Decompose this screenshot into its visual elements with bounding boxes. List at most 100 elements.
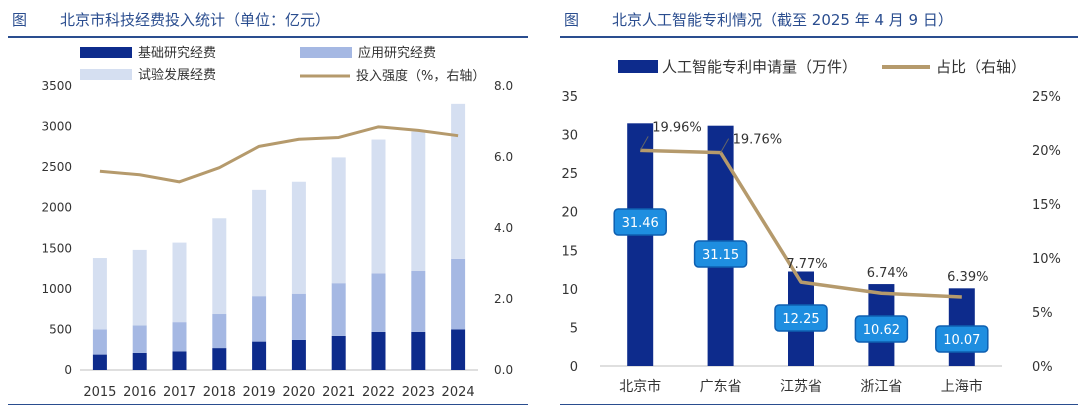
x-tick-label-上海市: 上海市 bbox=[941, 378, 983, 395]
right-title-bar: 图 北京人工智能专利情况（截至 2025 年 4 月 9 日） bbox=[552, 4, 953, 34]
y-left-tick-label: 20 bbox=[561, 206, 578, 221]
right-chart-title: 北京人工智能专利情况（截至 2025 年 4 月 9 日） bbox=[612, 10, 953, 29]
y-left-tick-label: 15 bbox=[561, 244, 578, 259]
left-title-bar: 图 北京市科技经费投入统计（单位：亿元） bbox=[0, 4, 330, 34]
y-left-tick-label: 5 bbox=[570, 321, 578, 336]
bar-2021-series-1 bbox=[331, 283, 346, 336]
bar-2015-series-0 bbox=[92, 354, 107, 370]
bar-2017-series-2 bbox=[172, 242, 187, 323]
y-left-tick-label: 25 bbox=[561, 167, 578, 182]
ai-patent-chart: 人工智能专利申请量（万件） 占比（右轴） 0 5 10 15 20 25 30 35 0% 5% 10%… bbox=[561, 58, 1061, 395]
right-figure-label: 图 bbox=[564, 10, 580, 29]
x-tick-label-江苏省: 江苏省 bbox=[780, 379, 822, 395]
legend-label-patents: 人工智能专利申请量（万件） bbox=[662, 58, 857, 76]
x-tick-label-北京市: 北京市 bbox=[619, 378, 661, 395]
y-right-tick-label: 15% bbox=[1032, 198, 1061, 213]
bar-2022-series-1 bbox=[371, 273, 386, 332]
y-right-tick-label: 4.0 bbox=[494, 221, 513, 235]
share-label-0: 19.96% bbox=[652, 120, 702, 135]
y-right-tick-label: 25% bbox=[1032, 90, 1061, 105]
y-left-tick-label: 1000 bbox=[41, 282, 72, 296]
left-chart-title: 北京市科技经费投入统计（单位：亿元） bbox=[60, 10, 331, 29]
share-leader-1 bbox=[720, 138, 730, 153]
bar-2016-series-2 bbox=[132, 249, 147, 326]
right-panel: 图 北京人工智能专利情况（截至 2025 年 4 月 9 日） 人工智能专利申请… bbox=[552, 0, 1080, 410]
bar-2023-series-1 bbox=[411, 271, 426, 332]
y-left-tick-label: 2000 bbox=[41, 201, 72, 215]
legend-label-0: 基础研究经费 bbox=[138, 46, 216, 61]
bar-2019-series-0 bbox=[252, 341, 267, 370]
legend-swatch-patents bbox=[618, 60, 658, 73]
legend-swatch-0 bbox=[80, 47, 132, 58]
y-right-tick-label: 2.0 bbox=[494, 292, 513, 306]
bar-2020-series-2 bbox=[291, 181, 306, 294]
bar-value-label-0: 31.46 bbox=[622, 216, 659, 231]
bar-value-box-3 bbox=[854, 315, 909, 343]
y-left-tick-label: 0 bbox=[64, 363, 72, 377]
bar-2016-series-0 bbox=[132, 352, 147, 370]
x-tick-label-浙江省: 浙江省 bbox=[860, 379, 902, 395]
y-left-tick-label: 1500 bbox=[41, 241, 72, 255]
left-figure-label: 图 bbox=[12, 10, 28, 29]
bar-2021-series-2 bbox=[331, 157, 346, 284]
y-right-tick-label: 20% bbox=[1032, 144, 1061, 159]
bar-value-box-0 bbox=[613, 208, 667, 236]
share-label-4: 6.39% bbox=[947, 270, 988, 285]
x-tick-label-2018: 2018 bbox=[203, 385, 236, 400]
share-label-3: 6.74% bbox=[867, 266, 908, 281]
left-title-rule bbox=[8, 36, 528, 38]
y-right-tick-label: 8.0 bbox=[494, 79, 513, 93]
bar-2018-series-1 bbox=[212, 314, 227, 349]
y-right-tick-label: 5% bbox=[1032, 306, 1053, 321]
bar-2024-series-1 bbox=[451, 258, 466, 330]
share-label-1: 19.76% bbox=[733, 133, 783, 148]
bar-value-label-4: 10.07 bbox=[943, 333, 980, 348]
intensity-line bbox=[99, 125, 459, 184]
bar-2022-series-0 bbox=[371, 331, 386, 370]
y-left-tick-label: 35 bbox=[561, 90, 578, 105]
x-tick-label-2016: 2016 bbox=[123, 385, 156, 400]
bar-value-label-3: 10.62 bbox=[863, 323, 900, 338]
bar-2023-series-2 bbox=[411, 131, 426, 272]
bar-2019-series-2 bbox=[252, 189, 267, 297]
bar-value-box-4 bbox=[935, 325, 989, 353]
y-left-tick-label: 30 bbox=[561, 129, 578, 144]
bar-value-box-1 bbox=[693, 240, 748, 268]
legend-label-1: 应用研究经费 bbox=[358, 45, 436, 61]
x-tick-label-2024: 2024 bbox=[442, 385, 475, 400]
y-right-tick-label: 0.0 bbox=[494, 363, 513, 377]
bar-2015-series-1 bbox=[92, 329, 107, 355]
bar-2021-series-0 bbox=[331, 335, 346, 370]
legend-label-2: 试验发展经费 bbox=[138, 67, 216, 83]
bar-2024-series-2 bbox=[451, 103, 466, 259]
share-label-2: 7.77% bbox=[786, 257, 827, 272]
bar-2018-series-2 bbox=[212, 218, 227, 315]
y-left-tick-label: 2500 bbox=[41, 160, 72, 174]
x-tick-label-广东省: 广东省 bbox=[700, 379, 742, 395]
bar-2022-series-2 bbox=[371, 139, 386, 274]
x-tick-label-2015: 2015 bbox=[83, 385, 116, 400]
bar-value-label-1: 31.15 bbox=[702, 248, 739, 263]
y-right-tick-label: 10% bbox=[1032, 252, 1061, 267]
bar-value-box-2 bbox=[774, 304, 828, 332]
y-left-tick-label: 10 bbox=[561, 283, 578, 298]
bar-2023-series-0 bbox=[411, 331, 426, 370]
x-tick-label-2017: 2017 bbox=[163, 385, 196, 400]
bar-2018-series-0 bbox=[212, 348, 227, 370]
bar-value-label-2: 12.25 bbox=[782, 312, 819, 327]
share-line bbox=[640, 148, 962, 299]
x-tick-label-2021: 2021 bbox=[322, 385, 355, 400]
left-bottom-rule bbox=[8, 404, 528, 405]
x-tick-label-2023: 2023 bbox=[402, 385, 435, 400]
y-left-tick-label: 3000 bbox=[41, 120, 72, 134]
right-bottom-rule bbox=[560, 404, 1078, 405]
y-right-tick-label: 0% bbox=[1032, 360, 1053, 375]
y-left-tick-label: 3500 bbox=[41, 79, 72, 93]
x-tick-label-2022: 2022 bbox=[362, 385, 395, 400]
legend-label-line: 投入强度（%，右轴） bbox=[356, 68, 485, 84]
share-leader-0 bbox=[639, 136, 649, 151]
legend-swatch-2 bbox=[80, 69, 132, 80]
y-right-tick-label: 6.0 bbox=[494, 150, 513, 164]
legend-swatch-1 bbox=[300, 47, 352, 58]
